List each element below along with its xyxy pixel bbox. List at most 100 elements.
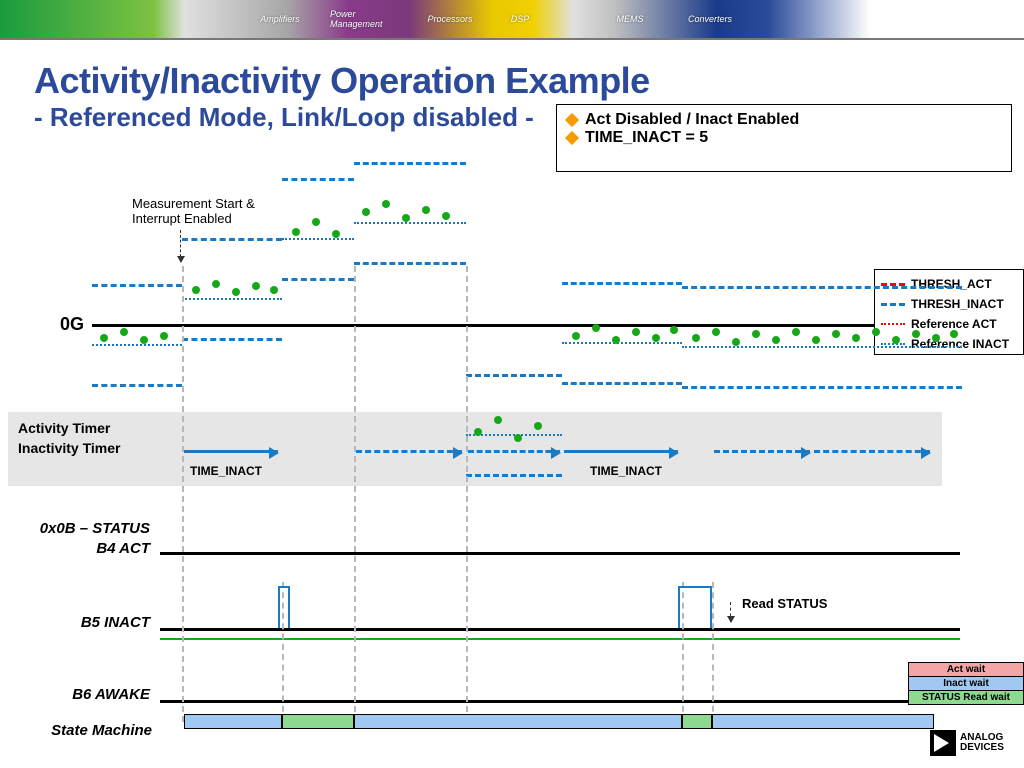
inactivity-timer-arrow [714, 450, 810, 453]
sample-point [362, 208, 370, 216]
state-machine-segment [682, 714, 712, 729]
read-status-arrow [730, 602, 731, 622]
sample-point [632, 328, 640, 336]
sample-point [534, 422, 542, 430]
legend-ref-inact: Reference INACT [881, 334, 1017, 354]
analog-devices-logo: ANALOGDEVICES [930, 728, 1022, 758]
thresh-inact-upper [92, 284, 182, 287]
state-machine-segment [354, 714, 682, 729]
sample-point [832, 330, 840, 338]
sample-point [852, 334, 860, 342]
config-line1: Act Disabled / Inact Enabled [567, 111, 1001, 129]
config-box: Act Disabled / Inact Enabled TIME_INACT … [556, 104, 1012, 172]
status-header: 0x0B – STATUS [10, 520, 150, 537]
b6-awake-signal [160, 700, 960, 703]
sample-point [140, 336, 148, 344]
sample-point [950, 330, 958, 338]
time-inact-label-1: TIME_INACT [190, 464, 262, 478]
sample-point [772, 336, 780, 344]
legend-thresh-inact: THRESH_INACT [881, 294, 1017, 314]
thresh-inact-upper [182, 238, 282, 241]
diamond-icon [565, 113, 579, 127]
thresh-inact-lower [682, 386, 962, 389]
inactivity-timer-label: Inactivity Timer [18, 440, 120, 456]
slide-title: Activity/Inactivity Operation Example [34, 60, 650, 102]
ad-triangle-icon [930, 730, 956, 756]
sample-point [514, 434, 522, 442]
vertical-marker [182, 266, 184, 722]
thresh-inact-lower [282, 278, 354, 281]
vertical-marker [712, 582, 714, 722]
time-inact-label-2: TIME_INACT [590, 464, 662, 478]
config-text1: Act Disabled / Inact Enabled [585, 111, 799, 129]
read-status-label: Read STATUS [742, 596, 827, 611]
b5-inact-pulse [678, 586, 712, 628]
b5-green-line [160, 638, 960, 640]
sample-point [792, 328, 800, 336]
inactivity-timer-arrow [184, 450, 278, 453]
sample-point [592, 324, 600, 332]
legend-inact-wait: Inact wait [908, 676, 1024, 691]
legend-thresh-act: THRESH_ACT [881, 274, 1017, 294]
inactivity-timer-arrow [814, 450, 930, 453]
reference-inact [182, 298, 282, 300]
thresh-inact-upper [682, 286, 962, 289]
thresh-inact-lower [92, 384, 182, 387]
b5-inact-pulse [278, 586, 290, 628]
sample-point [402, 214, 410, 222]
sample-point [312, 218, 320, 226]
thresh-inact-lower [354, 262, 466, 265]
inactivity-timer-arrow [564, 450, 678, 453]
thresh-inact-upper [354, 162, 466, 165]
inactivity-timer-arrow [468, 450, 560, 453]
sample-point [332, 230, 340, 238]
sample-point [474, 428, 482, 436]
status-b4-label: B4 ACT [10, 540, 150, 557]
sample-point [752, 330, 760, 338]
reference-inact [92, 344, 182, 346]
sample-point [812, 336, 820, 344]
sample-point [212, 280, 220, 288]
sample-point [192, 286, 200, 294]
sample-point [612, 336, 620, 344]
sample-point [232, 288, 240, 296]
vertical-marker [354, 266, 356, 722]
sample-point [692, 334, 700, 342]
ad-logo-text: ANALOGDEVICES [960, 733, 1004, 753]
config-line2: TIME_INACT = 5 [567, 129, 1001, 147]
b5-inact-signal [160, 628, 960, 631]
sample-point [382, 200, 390, 208]
vertical-marker [466, 266, 468, 722]
sample-point [670, 326, 678, 334]
sample-point [292, 228, 300, 236]
thresh-inact-upper [282, 178, 354, 181]
sample-point [160, 332, 168, 340]
reference-inact [354, 222, 466, 224]
top-banner: Amplifiers Power Management Processors D… [0, 0, 1024, 38]
legend-status-read: STATUS Read wait [908, 690, 1024, 705]
thresh-inact-upper [562, 282, 682, 285]
sample-point [872, 328, 880, 336]
axis-0g-label: 0G [60, 314, 84, 335]
reference-inact [562, 342, 682, 344]
status-b5-label: B5 INACT [10, 614, 150, 631]
status-b6-label: B6 AWAKE [10, 686, 150, 703]
sample-point [100, 334, 108, 342]
thresh-inact-lower [182, 338, 282, 341]
legend-ref-act: Reference ACT [881, 314, 1017, 334]
sample-point [712, 328, 720, 336]
sample-point [892, 336, 900, 344]
state-machine-label: State Machine [2, 722, 152, 739]
banner-divider [0, 38, 1024, 40]
state-machine-segment [712, 714, 934, 729]
state-machine-segment [282, 714, 354, 729]
state-machine-legend: Act wait Inact wait STATUS Read wait [908, 662, 1024, 704]
axis-0g-line [92, 324, 962, 327]
sample-point [252, 282, 260, 290]
sample-point [912, 330, 920, 338]
state-machine-segment [184, 714, 282, 729]
sample-point [494, 416, 502, 424]
legend-act-wait: Act wait [908, 662, 1024, 677]
sample-point [120, 328, 128, 336]
sample-point [572, 332, 580, 340]
